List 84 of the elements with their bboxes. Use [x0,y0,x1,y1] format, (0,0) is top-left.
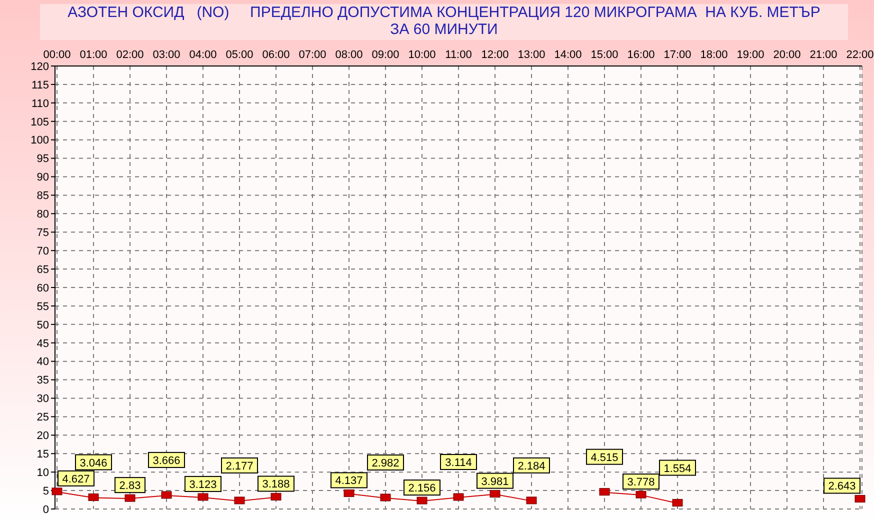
point [52,488,62,496]
y-tick-label: 115 [31,79,49,92]
y-tick-label: 60 [36,282,49,294]
y-tick-label: 20 [36,430,49,442]
y-tick-label: 95 [36,153,49,166]
x-tick-label: 19:00 [736,49,764,61]
x-tick-label: 20:00 [773,49,801,61]
x-tick-label: 10:00 [408,49,436,61]
data-label: 2.982 [372,457,400,470]
point [636,490,646,498]
point [854,494,866,502]
data-label: 2.643 [828,480,856,493]
x-tick-label: 17:00 [664,49,692,61]
y-tick-label: 45 [36,338,49,350]
point [526,496,537,504]
x-tick-label: 13:00 [518,49,546,61]
data-label: 2.177 [226,460,254,472]
point [453,493,464,501]
y-tick-label: 55 [36,300,49,313]
y-tick-label: 100 [30,134,49,147]
x-tick-label: 01:00 [80,49,108,61]
data-label: 2.184 [518,460,546,472]
y-tick-label: 110 [31,98,49,110]
y-tick-label: 90 [36,172,49,184]
x-tick-label: 00:00 [43,49,71,61]
y-tick-label: 105 [30,116,49,128]
data-label: 3.666 [152,454,180,467]
y-tick-label: 10 [36,466,49,479]
point [416,496,428,504]
point [672,499,683,507]
y-tick-label: 75 [36,227,49,240]
data-label: 3.188 [262,478,290,491]
y-tick-label: 0 [42,504,49,516]
y-tick-label: 15 [36,448,49,461]
x-tick-label: 11:00 [445,49,472,61]
point [198,493,208,501]
y-tick-label: 50 [36,319,49,332]
y-tick-label: 120 [30,60,49,73]
x-tick-label: 14:00 [554,49,582,61]
point [490,490,500,498]
y-tick-label: 25 [36,412,49,424]
x-tick-label: 09:00 [372,49,400,61]
x-tick-label: 21:00 [810,49,838,61]
data-label: 2.156 [408,482,436,495]
x-tick-label: 07:00 [298,49,326,61]
data-label: 3.046 [80,457,108,470]
point [380,494,391,502]
point [234,496,245,504]
data-label: 3.114 [445,457,472,470]
point [270,492,282,500]
x-tick-label: 15:00 [590,49,618,61]
y-tick-label: 30 [36,393,49,406]
x-tick-label: 04:00 [189,49,217,61]
x-tick-label: 02:00 [116,49,144,61]
y-tick-label: 65 [36,264,49,276]
x-tick-label: 06:00 [262,49,290,61]
point [124,494,136,502]
point [161,491,172,499]
data-label: 3.778 [627,476,655,489]
data-label: 2.83 [119,480,141,492]
x-tick-label: 22:00 [846,49,874,61]
chart-subtitle: ЗА 60 МИНУТИ [389,21,499,38]
point [344,489,354,497]
data-label: 3.981 [481,476,509,488]
x-tick-label: 03:00 [152,49,180,61]
x-tick-label: 18:00 [700,49,728,61]
point [88,494,99,502]
data-label: 4.515 [590,452,618,464]
chart-title: АЗОТЕН ОКСИД (NO) ПРЕДЕЛНО ДОПУСТИМА КОНЦЕНТРАЦИЯ 120 МИКРОГРАМА НА КУБ. МЕТЪР [66,4,822,21]
y-tick-label: 80 [36,208,49,221]
x-tick-label: 05:00 [226,49,254,61]
y-tick-label: 35 [36,374,49,387]
x-tick-label: 16:00 [627,49,655,61]
data-label: 1.554 [664,462,692,475]
data-label: 4.137 [335,475,363,488]
data-label: 4.627 [62,473,90,486]
point [599,488,610,496]
x-tick-label: 08:00 [335,49,363,61]
y-tick-label: 5 [42,485,49,498]
y-tick-label: 70 [36,245,49,258]
y-tick-label: 40 [36,356,49,368]
y-tick-label: 85 [36,190,49,202]
x-tick-label: 12:00 [481,49,509,61]
data-label: 3.123 [189,478,217,491]
